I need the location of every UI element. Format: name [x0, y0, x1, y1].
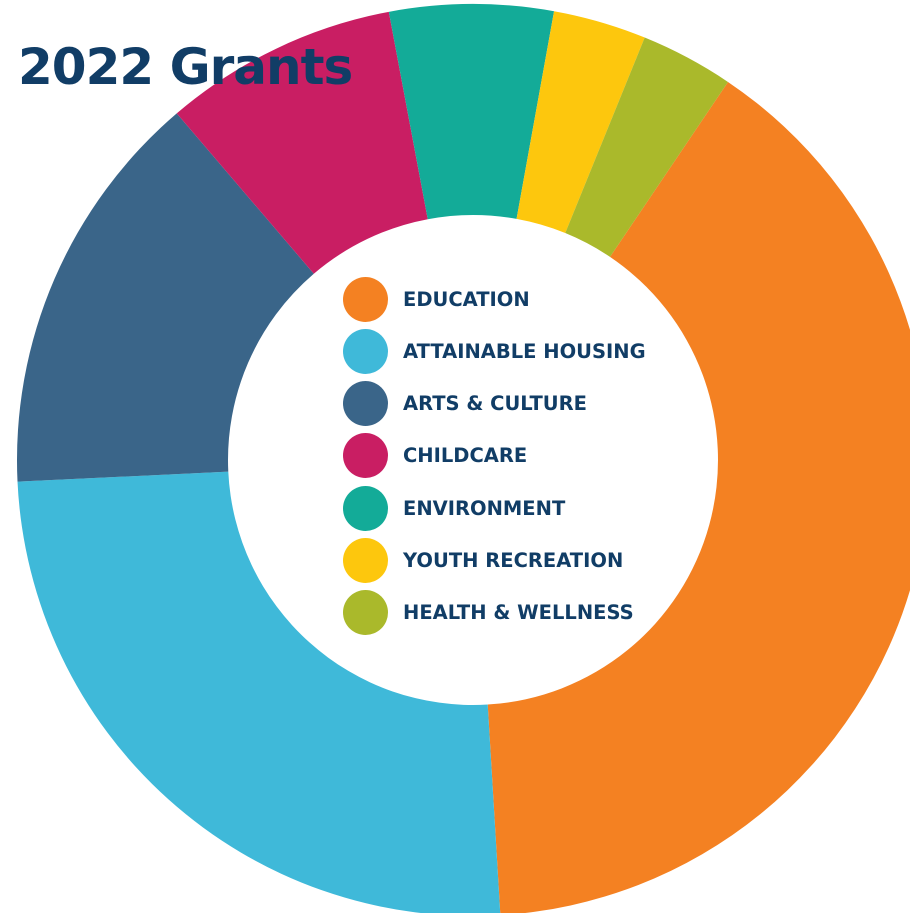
legend: EDUCATION ATTAINABLE HOUSING ARTS & CULT…: [343, 276, 646, 642]
legend-item-environment: ENVIRONMENT: [343, 485, 646, 531]
chart-title: 2022 Grants: [18, 38, 353, 96]
legend-swatch-health-wellness: [343, 590, 388, 636]
legend-label-health-wellness: HEALTH & WELLNESS: [403, 601, 634, 625]
legend-item-arts-culture: ARTS & CULTURE: [343, 381, 646, 427]
legend-swatch-youth-recreation: [343, 537, 388, 583]
legend-item-attainable-housing: ATTAINABLE HOUSING: [343, 328, 646, 374]
legend-swatch-attainable-housing: [343, 328, 388, 374]
legend-label-arts-culture: ARTS & CULTURE: [403, 392, 587, 416]
slice-education: [487, 81, 910, 913]
legend-item-education: EDUCATION: [343, 276, 646, 322]
legend-item-youth-recreation: YOUTH RECREATION: [343, 537, 646, 583]
legend-label-attainable-housing: ATTAINABLE HOUSING: [403, 339, 646, 363]
slice-youth-recreation: [516, 11, 645, 234]
legend-label-environment: ENVIRONMENT: [403, 496, 566, 520]
slice-arts-culture: [16, 113, 314, 482]
legend-swatch-childcare: [343, 433, 388, 479]
slice-environment: [388, 3, 555, 220]
legend-label-education: EDUCATION: [403, 287, 530, 311]
legend-swatch-education: [343, 276, 388, 322]
legend-swatch-environment: [343, 485, 388, 531]
slice-attainable-housing: [17, 471, 501, 913]
legend-label-childcare: CHILDCARE: [403, 444, 528, 468]
slice-health-wellness: [565, 37, 728, 257]
legend-item-health-wellness: HEALTH & WELLNESS: [343, 590, 646, 636]
legend-swatch-arts-culture: [343, 381, 388, 427]
slice-childcare: [176, 11, 428, 274]
donut-slices: [16, 3, 910, 913]
legend-item-childcare: CHILDCARE: [343, 433, 646, 479]
legend-label-youth-recreation: YOUTH RECREATION: [403, 548, 624, 572]
